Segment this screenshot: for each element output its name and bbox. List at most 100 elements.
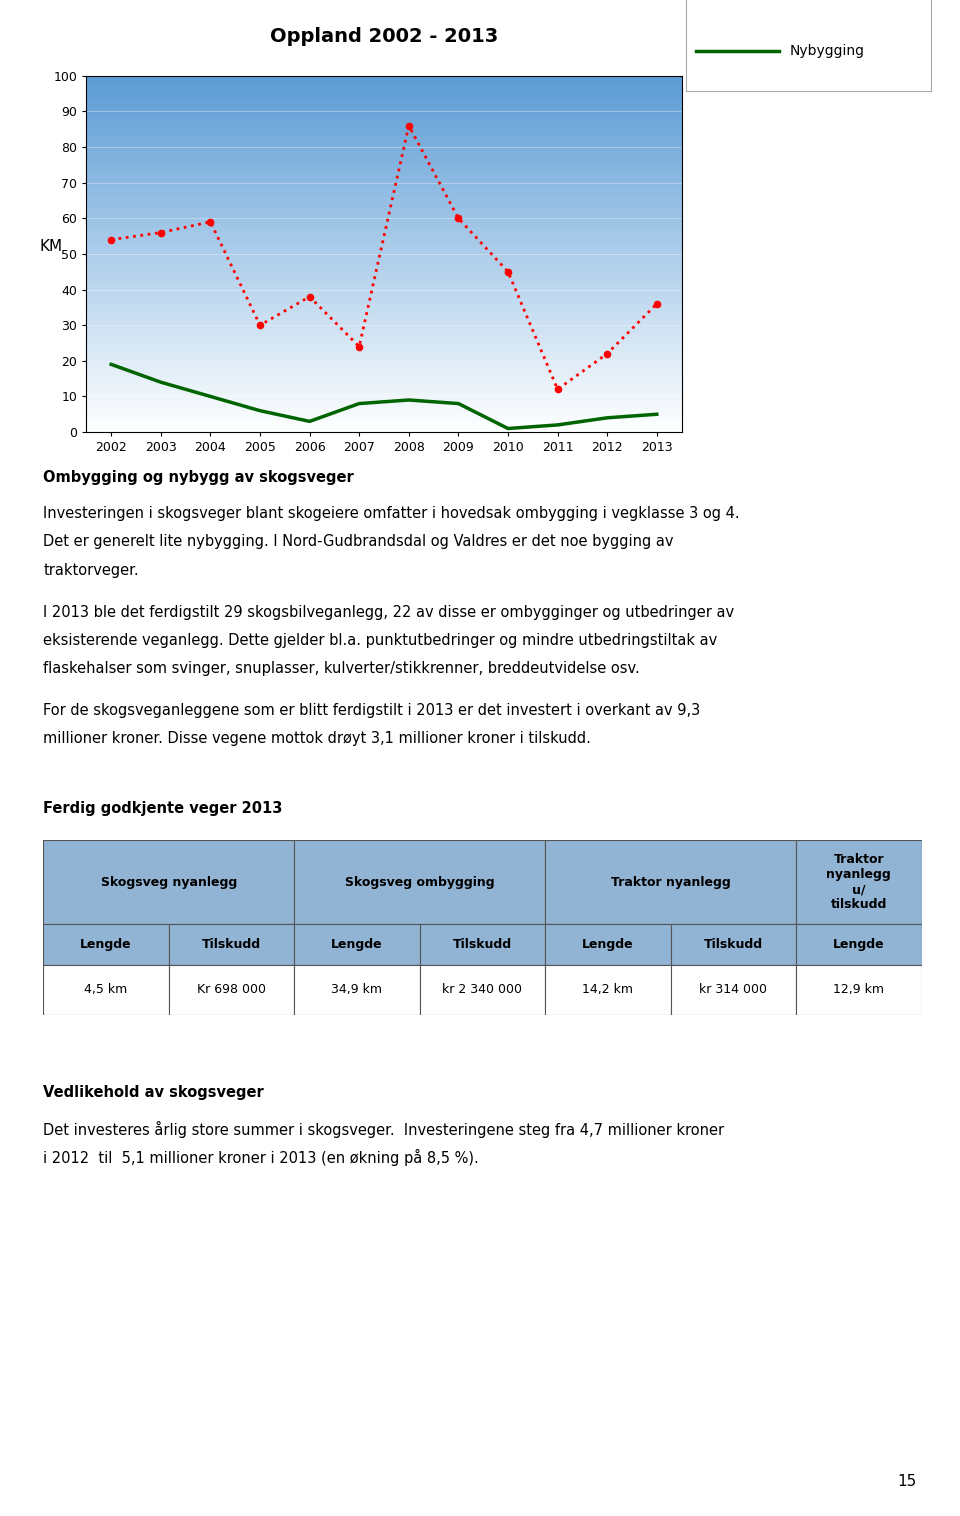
Bar bbox=[43, 966, 169, 1014]
Text: 14,2 km: 14,2 km bbox=[583, 984, 634, 996]
Bar bbox=[86, 303, 682, 306]
Bar bbox=[86, 133, 682, 135]
Bar bbox=[86, 388, 682, 390]
Text: Tilskudd: Tilskudd bbox=[453, 938, 512, 951]
Bar bbox=[86, 118, 682, 120]
Bar bbox=[86, 230, 682, 232]
Bar bbox=[86, 94, 682, 96]
Text: kr 314 000: kr 314 000 bbox=[700, 984, 767, 996]
Bar bbox=[169, 966, 294, 1014]
Bar bbox=[86, 320, 682, 321]
Bar bbox=[86, 159, 682, 161]
Bar bbox=[86, 312, 682, 314]
Bar bbox=[86, 199, 682, 200]
Bar bbox=[86, 249, 682, 250]
Bar bbox=[294, 840, 545, 925]
Bar bbox=[86, 258, 682, 259]
Bar bbox=[86, 329, 682, 330]
Bar bbox=[86, 124, 682, 126]
Bar bbox=[86, 385, 682, 388]
Bar bbox=[86, 153, 682, 155]
Bar bbox=[86, 240, 682, 241]
Bar bbox=[86, 280, 682, 282]
Bar bbox=[86, 105, 682, 106]
Bar bbox=[86, 100, 682, 103]
Bar bbox=[86, 400, 682, 402]
Bar bbox=[86, 261, 682, 262]
Bar bbox=[671, 966, 796, 1014]
Bar bbox=[86, 421, 682, 423]
Bar bbox=[86, 349, 682, 350]
Bar bbox=[86, 311, 682, 312]
Bar bbox=[86, 271, 682, 273]
Bar bbox=[86, 355, 682, 358]
Bar bbox=[86, 411, 682, 412]
Bar bbox=[86, 321, 682, 323]
Bar bbox=[86, 191, 682, 194]
Bar bbox=[86, 177, 682, 179]
Bar bbox=[86, 108, 682, 109]
Text: Vedlikehold av skogsveger: Vedlikehold av skogsveger bbox=[43, 1084, 264, 1099]
Bar bbox=[86, 408, 682, 409]
Bar bbox=[86, 246, 682, 247]
Text: Nybygging: Nybygging bbox=[789, 44, 864, 58]
Bar bbox=[86, 403, 682, 405]
Bar bbox=[86, 374, 682, 377]
Bar bbox=[86, 139, 682, 141]
Bar bbox=[86, 109, 682, 112]
Bar bbox=[86, 103, 682, 105]
Bar bbox=[86, 287, 682, 288]
Bar bbox=[86, 318, 682, 320]
Bar bbox=[86, 241, 682, 243]
Bar bbox=[86, 420, 682, 421]
Bar bbox=[86, 221, 682, 224]
Text: eksisterende veganlegg. Dette gjelder bl.a. punktutbedringer og mindre utbedring: eksisterende veganlegg. Dette gjelder bl… bbox=[43, 632, 717, 647]
Bar bbox=[86, 112, 682, 114]
Bar bbox=[86, 314, 682, 317]
Bar bbox=[86, 77, 682, 79]
Bar bbox=[86, 235, 682, 236]
Bar bbox=[86, 382, 682, 384]
Bar bbox=[86, 390, 682, 391]
Bar bbox=[86, 384, 682, 385]
Text: Skogsveg ombygging: Skogsveg ombygging bbox=[345, 876, 494, 888]
Text: Skogsveg nyanlegg: Skogsveg nyanlegg bbox=[101, 876, 237, 888]
Bar bbox=[86, 165, 682, 167]
Bar bbox=[86, 371, 682, 373]
Bar bbox=[86, 347, 682, 349]
Bar bbox=[86, 361, 682, 362]
Bar bbox=[86, 179, 682, 180]
Text: Lengde: Lengde bbox=[582, 938, 634, 951]
Bar bbox=[86, 232, 682, 235]
Text: i 2012  til  5,1 millioner kroner i 2013 (en økning på 8,5 %).: i 2012 til 5,1 millioner kroner i 2013 (… bbox=[43, 1149, 479, 1166]
Bar bbox=[86, 226, 682, 227]
Bar bbox=[86, 290, 682, 291]
Bar bbox=[86, 176, 682, 177]
Bar bbox=[86, 252, 682, 253]
Bar bbox=[86, 279, 682, 280]
Text: flaskehalser som svinger, snuplasser, kulverter/stikkrenner, breddeutvidelse osv: flaskehalser som svinger, snuplasser, ku… bbox=[43, 661, 640, 676]
Bar bbox=[86, 297, 682, 299]
Bar bbox=[86, 127, 682, 129]
Text: kr 2 340 000: kr 2 340 000 bbox=[443, 984, 522, 996]
Bar bbox=[86, 120, 682, 123]
Bar bbox=[86, 150, 682, 153]
Bar bbox=[86, 337, 682, 338]
Bar bbox=[86, 85, 682, 86]
Bar bbox=[86, 247, 682, 249]
Bar bbox=[796, 925, 922, 966]
Bar bbox=[86, 359, 682, 361]
Bar bbox=[420, 966, 545, 1014]
Bar bbox=[86, 200, 682, 202]
Bar bbox=[86, 144, 682, 146]
Bar bbox=[86, 155, 682, 156]
Bar bbox=[86, 409, 682, 411]
Bar bbox=[86, 188, 682, 190]
Bar bbox=[86, 123, 682, 124]
Text: 4,5 km: 4,5 km bbox=[84, 984, 128, 996]
Bar bbox=[86, 206, 682, 208]
Bar bbox=[86, 324, 682, 327]
Bar bbox=[86, 353, 682, 355]
Bar bbox=[86, 338, 682, 340]
Bar bbox=[86, 309, 682, 311]
